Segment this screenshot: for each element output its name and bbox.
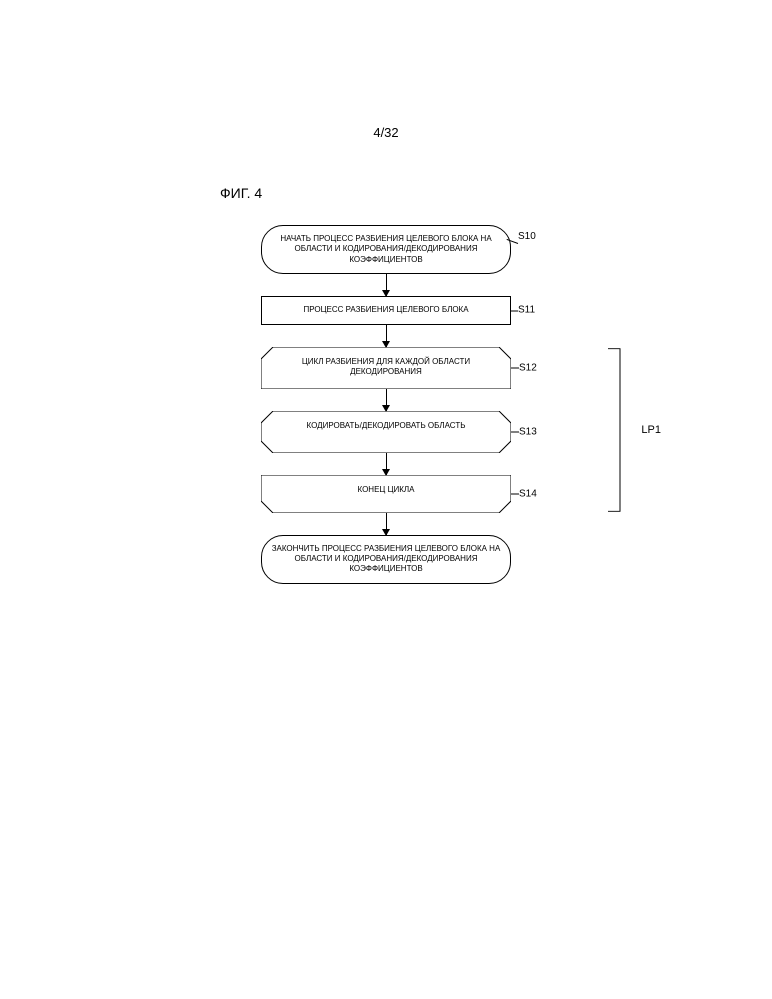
node-s14: КОНЕЦ ЦИКЛА S14 [261, 475, 511, 513]
flowchart: НАЧАТЬ ПРОЦЕСС РАЗБИЕНИЯ ЦЕЛЕВОГО БЛОКА … [206, 225, 566, 584]
arrow [386, 453, 387, 475]
loop-mid-shape [261, 411, 511, 453]
node-end: ЗАКОНЧИТЬ ПРОЦЕСС РАЗБИЕНИЯ ЦЕЛЕВОГО БЛО… [261, 535, 511, 584]
arrow [386, 274, 387, 296]
node-label: S12 [519, 361, 537, 374]
loop-group: ЦИКЛ РАЗБИЕНИЯ ДЛЯ КАЖДОЙ ОБЛАСТИ ДЕКОДИ… [206, 347, 566, 513]
node-label: S10 [518, 230, 536, 243]
node-label: S13 [519, 425, 537, 438]
node-label: S14 [519, 487, 537, 500]
node-text: НАЧАТЬ ПРОЦЕСС РАЗБИЕНИЯ ЦЕЛЕВОГО БЛОКА … [280, 234, 491, 264]
node-s13: КОДИРОВАТЬ/ДЕКОДИРОВАТЬ ОБЛАСТЬ S13 [261, 411, 511, 453]
node-text: КОДИРОВАТЬ/ДЕКОДИРОВАТЬ ОБЛАСТЬ [267, 421, 505, 431]
page-number: 4/32 [373, 125, 398, 140]
node-text: ЗАКОНЧИТЬ ПРОЦЕСС РАЗБИЕНИЯ ЦЕЛЕВОГО БЛО… [272, 544, 501, 574]
node-text: ПРОЦЕСС РАЗБИЕНИЯ ЦЕЛЕВОГО БЛОКА [303, 305, 468, 314]
node-s11: ПРОЦЕСС РАЗБИЕНИЯ ЦЕЛЕВОГО БЛОКА S11 [261, 296, 511, 324]
node-text: ЦИКЛ РАЗБИЕНИЯ ДЛЯ КАЖДОЙ ОБЛАСТИ ДЕКОДИ… [267, 357, 505, 378]
loop-label: LP1 [641, 424, 661, 436]
loop-bracket [608, 347, 626, 513]
node-label: S11 [518, 304, 535, 317]
node-s12: ЦИКЛ РАЗБИЕНИЯ ДЛЯ КАЖДОЙ ОБЛАСТИ ДЕКОДИ… [261, 347, 511, 389]
node-start: НАЧАТЬ ПРОЦЕСС РАЗБИЕНИЯ ЦЕЛЕВОГО БЛОКА … [261, 225, 511, 274]
figure-title: ФИГ. 4 [220, 185, 262, 201]
node-text: КОНЕЦ ЦИКЛА [267, 485, 505, 495]
arrow [386, 389, 387, 411]
arrow [386, 513, 387, 535]
arrow [386, 325, 387, 347]
